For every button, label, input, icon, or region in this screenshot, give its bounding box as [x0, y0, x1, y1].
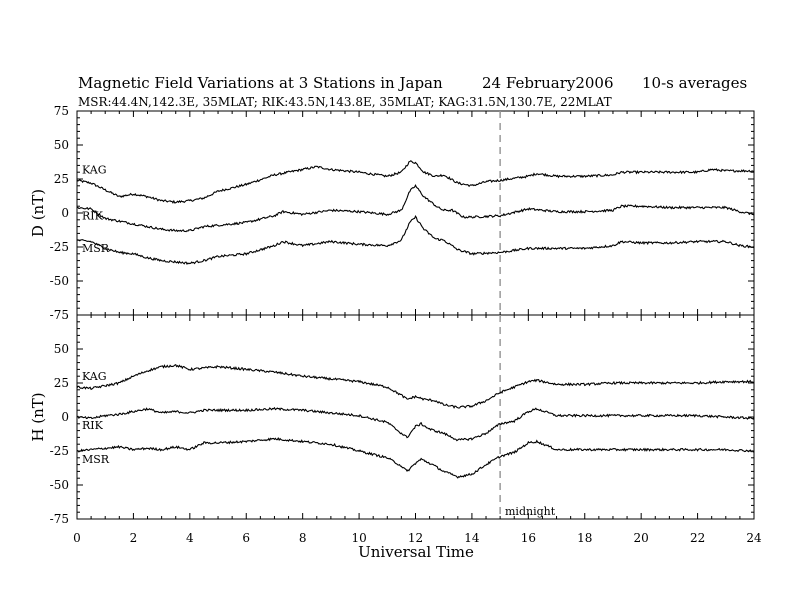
series-line-D-msr — [76, 214, 755, 266]
series-label-D-rik: RIK — [82, 210, 104, 223]
y-axis-label-h: H (nT) — [29, 392, 47, 441]
series-line-H-msr — [76, 437, 755, 479]
x-tick-label: 20 — [634, 531, 649, 545]
x-tick-label: 14 — [464, 531, 480, 545]
x-tick-label: 2 — [130, 531, 138, 545]
y-tick-label-D: -75 — [50, 308, 69, 322]
series-label-D-kag: KAG — [82, 163, 107, 176]
x-axis-label: Universal Time — [358, 543, 474, 561]
y-tick-label-D: 75 — [54, 104, 69, 118]
series-line-H-rik — [76, 406, 755, 442]
series-line-H-kag — [76, 364, 755, 409]
y-tick-label-H: 50 — [54, 342, 69, 356]
midnight-label: midnight — [505, 505, 556, 518]
x-tick-label: 4 — [186, 531, 194, 545]
y-tick-label-H: -75 — [50, 512, 69, 526]
y-tick-label-H: -25 — [50, 444, 69, 458]
y-tick-label-H: 0 — [61, 410, 69, 424]
y-tick-label-H: -50 — [50, 478, 69, 492]
x-tick-label: 8 — [299, 531, 307, 545]
panel-frame-D — [76, 110, 755, 316]
chart-title: Magnetic Field Variations at 3 Stations … — [78, 74, 443, 92]
series-line-D-rik — [76, 184, 755, 233]
series-label-H-msr: MSR — [82, 453, 110, 466]
x-tick-label: 12 — [408, 531, 423, 545]
y-tick-label-H: 25 — [54, 376, 69, 390]
plot-layer: 75 50 25 0 -25 -50 -75 KAG RIK MSR 50 25 0 -25 -50 -75 K… — [50, 104, 762, 545]
x-tick-label: 6 — [242, 531, 250, 545]
chart-averaging: 10-s averages — [642, 74, 747, 92]
y-tick-label-D: -50 — [50, 274, 69, 288]
series-label-H-kag: KAG — [82, 370, 107, 383]
panel-frame-H — [76, 314, 755, 520]
x-tick-label: 10 — [351, 531, 366, 545]
x-tick-label: 16 — [521, 531, 536, 545]
y-tick-label-D: -25 — [50, 240, 69, 254]
station-coordinates: MSR:44.4N,142.3E, 35MLAT; RIK:43.5N,143.… — [78, 95, 612, 109]
y-tick-label-D: 0 — [61, 206, 69, 220]
series-label-H-rik: RIK — [82, 419, 104, 432]
chart-date: 24 February2006 — [482, 74, 614, 92]
x-tick-label: 18 — [577, 531, 592, 545]
series-line-D-kag — [76, 160, 755, 204]
y-axis-label-d: D (nT) — [29, 189, 47, 237]
y-tick-label-D: 25 — [54, 172, 69, 186]
x-tick-label: 0 — [73, 531, 81, 545]
y-tick-label-D: 50 — [54, 138, 69, 152]
x-tick-label: 22 — [690, 531, 705, 545]
series-label-D-msr: MSR — [82, 242, 110, 255]
x-tick-label: 24 — [746, 531, 762, 545]
